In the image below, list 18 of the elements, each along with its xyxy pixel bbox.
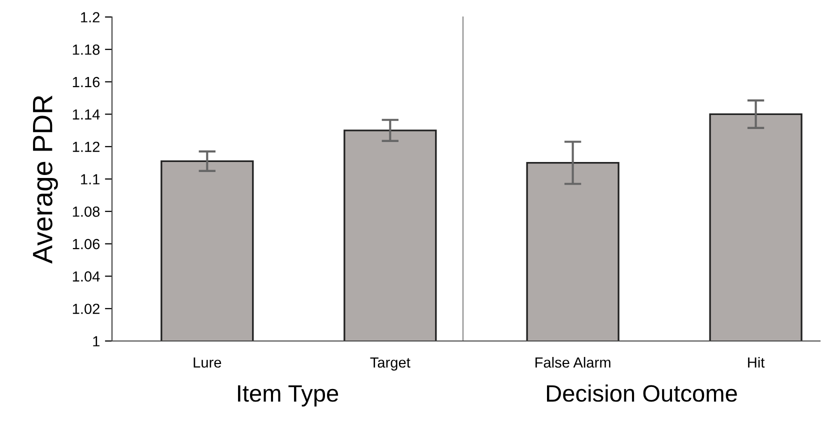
y-tick-label: 1.02 [72, 304, 100, 314]
y-tick-label: 1.06 [72, 238, 100, 250]
x-tick-label: Target [370, 358, 410, 371]
y-tick-label: 1.1 [81, 174, 100, 184]
y-tick-label: 1.16 [72, 76, 100, 88]
x-tick-label: Hit [748, 356, 765, 368]
y-tick-label: 1.14 [72, 109, 100, 120]
y-tick-label: 1.08 [72, 206, 100, 217]
y-axis-title: Average PDR [33, 96, 58, 264]
x-axis-title: Item Type [238, 385, 338, 406]
y-tick-label: 1.12 [72, 142, 100, 152]
y-tick-label: 1.2 [81, 12, 100, 22]
x-tick-label: False Alarm [536, 356, 610, 368]
y-tick-label: 1.04 [72, 271, 100, 282]
y-tick-label: 1 [93, 336, 100, 346]
x-axis-title: Decision Outcome [546, 384, 737, 402]
y-tick-label: 1.18 [72, 44, 100, 55]
x-tick-label: Lure [194, 358, 222, 368]
